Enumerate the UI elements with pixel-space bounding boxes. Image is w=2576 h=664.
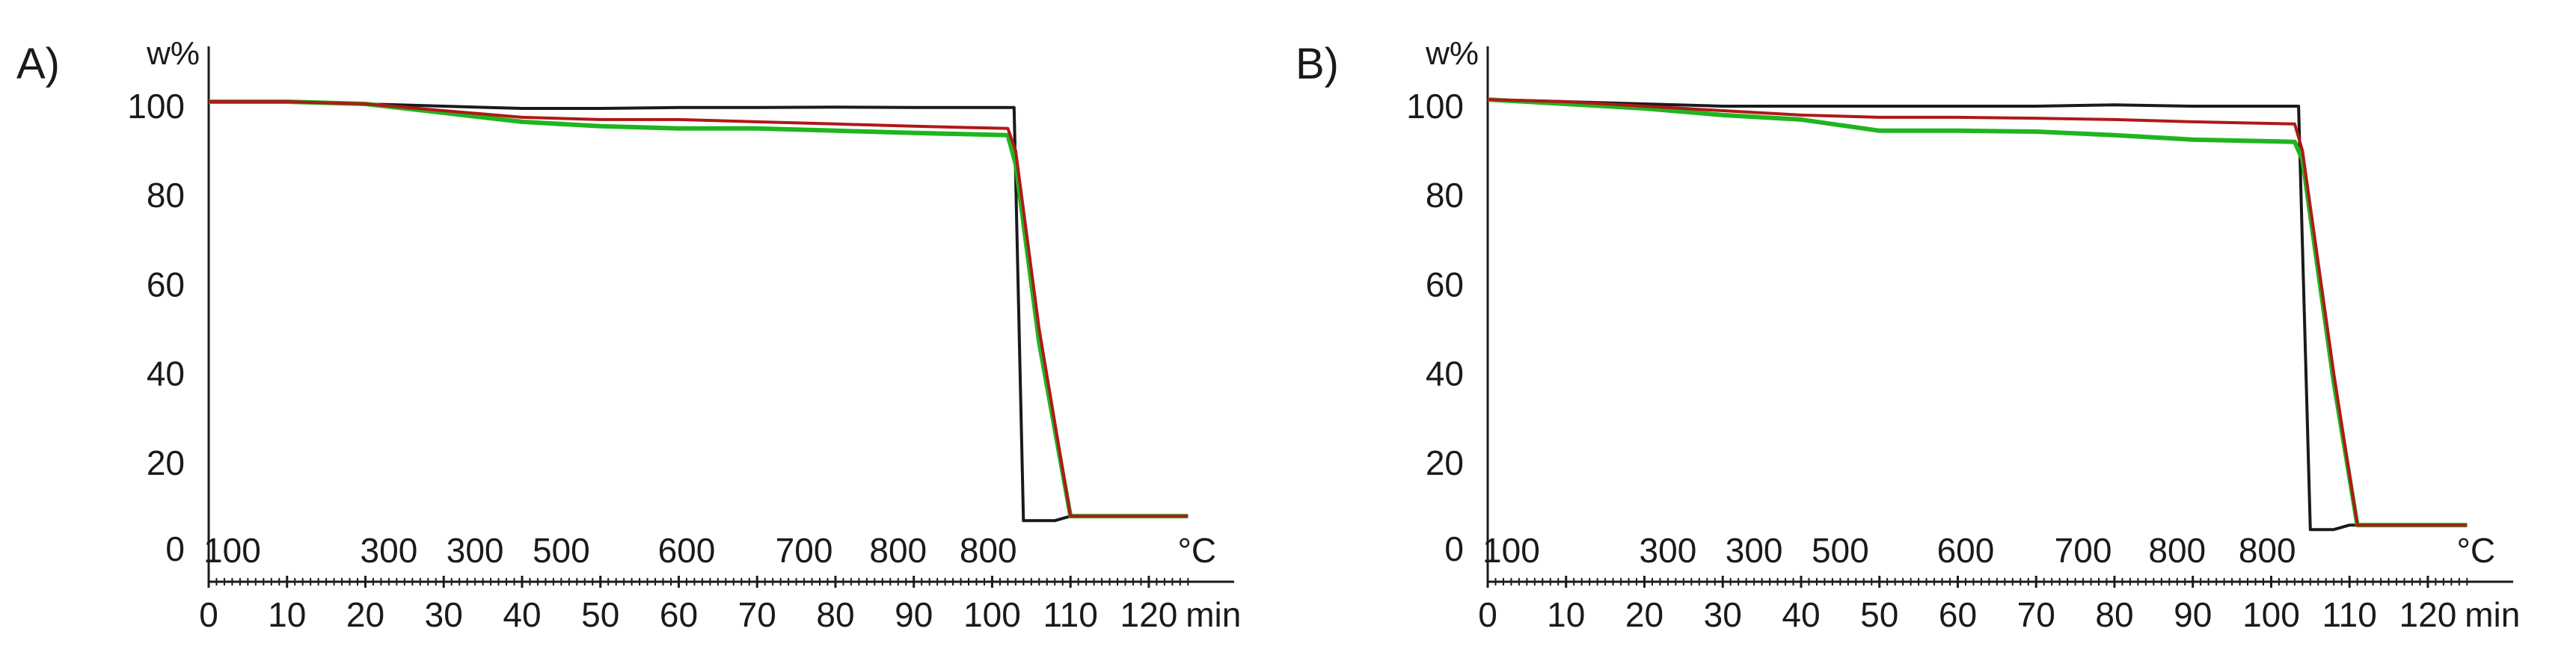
y-tick-label: 40 [1426, 354, 1464, 393]
temperature-label: 800 [2148, 531, 2206, 570]
y-axis-unit: w% [146, 35, 200, 72]
series-line-red [209, 100, 1189, 518]
y-tick-label: 0 [1444, 529, 1464, 568]
temperature-label: 300 [447, 531, 504, 570]
x-tick-label: 30 [1704, 595, 1742, 634]
x-tick-label: 90 [2174, 595, 2212, 634]
x-tick-label: 40 [503, 595, 541, 634]
panel-b: B) w% 0 10 20 30 40 50 60 70 80 90 100 110 120 min 0 20 40… [1295, 35, 2520, 634]
y-axis-unit: w% [1425, 35, 1479, 72]
temperature-label: 800 [960, 531, 1017, 570]
temperature-label: 100 [203, 531, 261, 570]
y-tick-label: 100 [127, 87, 185, 126]
x-tick-label: 100 [2242, 595, 2300, 634]
y-tick-label: 80 [147, 176, 185, 215]
y-tick-label: 20 [147, 443, 185, 482]
x-tick-label: 40 [1782, 595, 1820, 634]
x-axis-unit: min [1186, 595, 1241, 634]
temperature-label: 100 [1482, 531, 1540, 570]
temperature-label: 800 [2239, 531, 2296, 570]
series-line-red [1487, 98, 2468, 527]
panel-label: A) [16, 40, 60, 88]
x-tick-label: 10 [268, 595, 306, 634]
series-line-green [209, 99, 1189, 519]
y-tick-label: 40 [147, 354, 185, 393]
x-tick-label: 70 [738, 595, 776, 634]
y-tick-label: 100 [1406, 87, 1464, 126]
temperature-label: 300 [1726, 531, 1783, 570]
x-tick-label: 120 [2399, 595, 2457, 634]
x-tick-label: 110 [2322, 595, 2377, 634]
x-tick-label: 60 [660, 595, 698, 634]
temperature-unit: °C [2456, 531, 2495, 570]
y-tick-label: 60 [147, 265, 185, 304]
x-tick-label: 0 [199, 595, 218, 634]
series-line-black [209, 100, 1189, 523]
x-tick-label: 20 [346, 595, 384, 634]
x-tick-label: 90 [895, 595, 933, 634]
panel-label: B) [1295, 40, 1339, 88]
series-line-black [1487, 98, 2468, 532]
temperature-unit: °C [1177, 531, 1216, 570]
temperature-label: 700 [776, 531, 833, 570]
x-tick-label: 60 [1939, 595, 1977, 634]
x-tick-label: 120 [1120, 595, 1178, 634]
y-tick-label: 20 [1426, 443, 1464, 482]
y-tick-label: 0 [165, 529, 185, 568]
x-tick-label: 30 [425, 595, 463, 634]
temperature-label: 500 [533, 531, 590, 570]
temperature-label: 600 [658, 531, 716, 570]
x-tick-label: 80 [2095, 595, 2133, 634]
x-tick-label: 70 [2017, 595, 2055, 634]
temperature-label: 300 [361, 531, 418, 570]
temperature-label: 700 [2055, 531, 2112, 570]
y-tick-label: 80 [1426, 176, 1464, 215]
temperature-label: 800 [869, 531, 927, 570]
temperature-label: 600 [1937, 531, 1995, 570]
temperature-label: 500 [1812, 531, 1869, 570]
x-tick-label: 110 [1043, 595, 1098, 634]
x-tick-label: 0 [1478, 595, 1497, 634]
x-tick-label: 10 [1547, 595, 1585, 634]
x-tick-label: 20 [1625, 595, 1663, 634]
x-tick-label: 50 [581, 595, 619, 634]
y-tick-label: 60 [1426, 265, 1464, 304]
x-axis-unit: min [2465, 595, 2520, 634]
temperature-label: 300 [1640, 531, 1697, 570]
x-tick-label: 50 [1860, 595, 1898, 634]
x-tick-label: 80 [816, 595, 854, 634]
panel-a: A) w% 0 10 20 30 40 50 60 70 80 90 100 110 120 min 0 20 40… [16, 35, 1241, 634]
series-line-green [1487, 97, 2468, 528]
x-tick-label: 100 [963, 595, 1021, 634]
